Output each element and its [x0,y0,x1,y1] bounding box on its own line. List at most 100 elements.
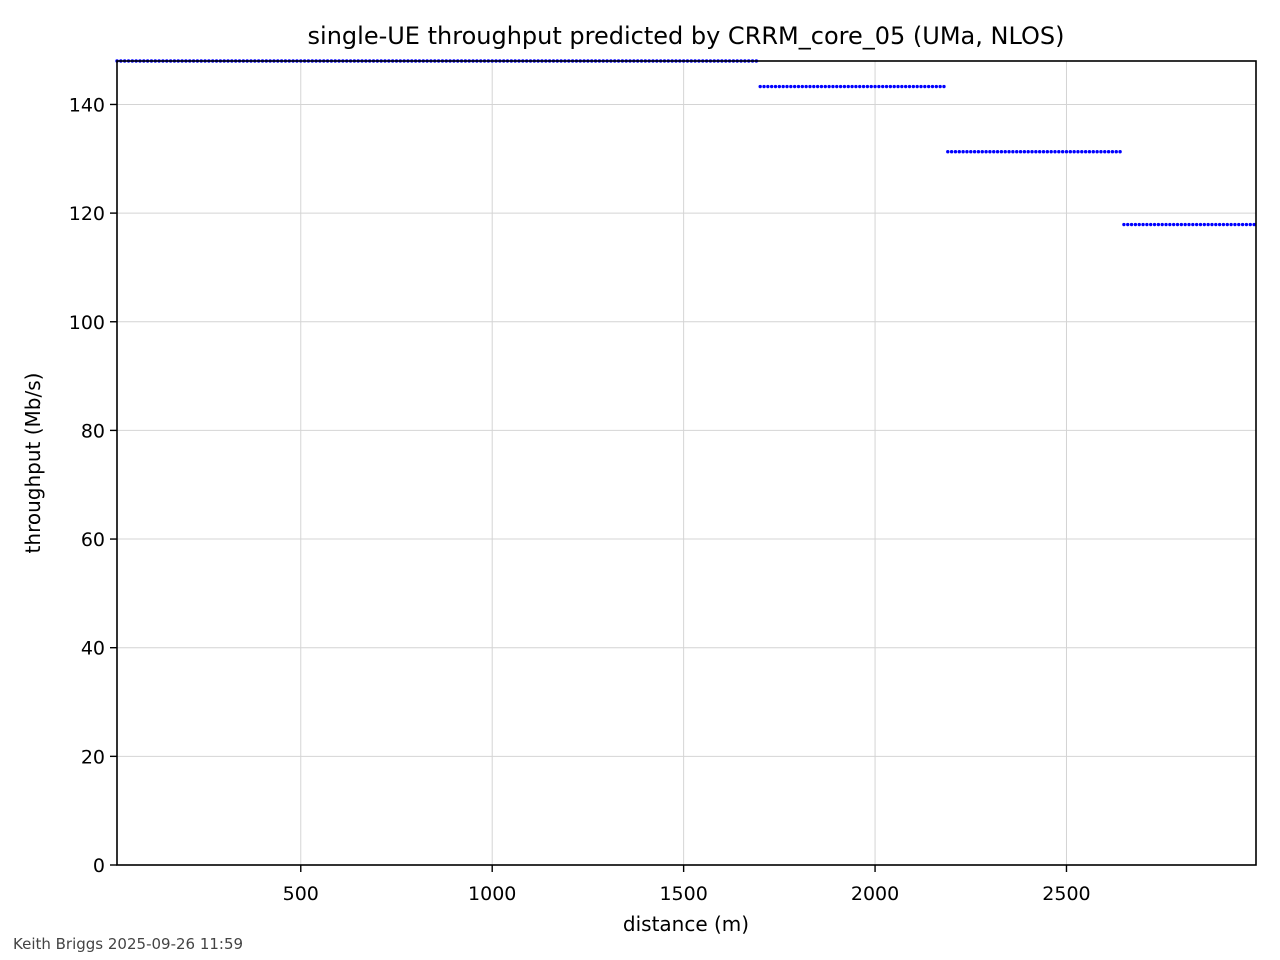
y-tick-label: 40 [81,638,105,660]
data-point [1171,222,1176,227]
data-point [1037,150,1042,154]
data-point [1145,222,1149,227]
data-point [1110,150,1115,154]
data-point [1034,150,1038,154]
data-point [800,84,805,89]
data-point [1129,222,1134,227]
data-point [773,84,778,89]
data-point [1252,222,1256,227]
data-point [1233,222,1237,227]
data-point [789,84,793,89]
data-point [796,84,801,89]
data-point [781,84,785,89]
data-point [812,84,816,89]
data-point [808,84,812,89]
data-point [1083,150,1088,154]
data-point [792,84,797,89]
data-point [1064,150,1069,154]
data-point [984,150,988,154]
data-point [762,84,766,89]
data-point [1149,222,1153,227]
data-point [1187,222,1191,227]
data-point [1152,222,1157,227]
data-point [1007,150,1011,154]
data-point [1194,222,1199,227]
y-axis-ticks: 0 20 40 60 80 100 120 140 [69,94,117,877]
data-point [769,84,774,89]
data-point [1080,150,1084,154]
data-point [942,84,946,89]
data-point [926,84,931,89]
data-point [884,84,889,89]
data-point [1237,222,1241,227]
data-point [1137,222,1141,227]
data-point [1229,222,1233,227]
data-point [903,84,908,89]
data-point [1087,150,1092,154]
data-point [842,84,847,89]
data-point [838,84,843,89]
data-points [115,59,1256,227]
data-point [1091,150,1095,154]
data-point [1118,150,1122,154]
data-point [835,84,839,89]
data-point [1175,222,1180,227]
data-point [877,84,881,89]
data-point [1053,150,1057,154]
y-axis-label: throughput (Mb/s) [21,373,45,554]
data-point [957,150,961,154]
data-point [1240,222,1245,227]
data-point [1191,222,1195,227]
data-point [1141,222,1145,227]
data-point [1030,150,1034,154]
data-point [1022,150,1027,154]
y-tick-label: 80 [81,420,105,442]
y-tick-label: 140 [69,94,105,116]
data-point [819,84,824,89]
y-tick-label: 100 [69,312,105,334]
plot-frame [116,60,1257,866]
data-point [873,84,877,89]
y-tick-label: 120 [69,203,105,225]
data-point [892,84,896,89]
data-point [823,84,827,89]
y-tick-label: 60 [81,529,105,551]
y-tick-label: 0 [93,855,105,877]
data-point [896,84,900,89]
data-point [827,84,831,89]
data-point [930,84,935,89]
x-tick-label: 1500 [659,883,707,905]
data-point [865,84,870,89]
x-tick-label: 2500 [1042,883,1090,905]
data-point [881,84,885,89]
data-point [758,84,762,89]
data-point [1217,222,1222,227]
x-tick-label: 1000 [468,883,516,905]
data-point [804,84,808,89]
x-axis-ticks: 500 1000 1500 2000 2500 [283,865,1091,905]
data-point [861,84,866,89]
x-axis-label: distance (m) [623,912,749,936]
data-point [934,84,939,89]
data-point [1011,150,1015,154]
data-point [1045,150,1050,154]
data-point [992,150,996,154]
data-point [1214,222,1218,227]
data-point [1114,150,1118,154]
data-point [815,84,820,89]
data-point [961,150,965,154]
data-point [831,84,835,89]
data-point [1168,222,1172,227]
data-point [1244,222,1249,227]
data-point [972,150,977,154]
data-point [1099,150,1103,154]
data-point [1164,222,1168,227]
data-point [919,84,923,89]
data-point [953,150,958,154]
data-point [1198,222,1203,227]
data-point [969,150,973,154]
data-point [1095,150,1099,154]
data-point [949,150,954,154]
data-point [999,150,1004,154]
x-tick-label: 500 [283,883,319,905]
